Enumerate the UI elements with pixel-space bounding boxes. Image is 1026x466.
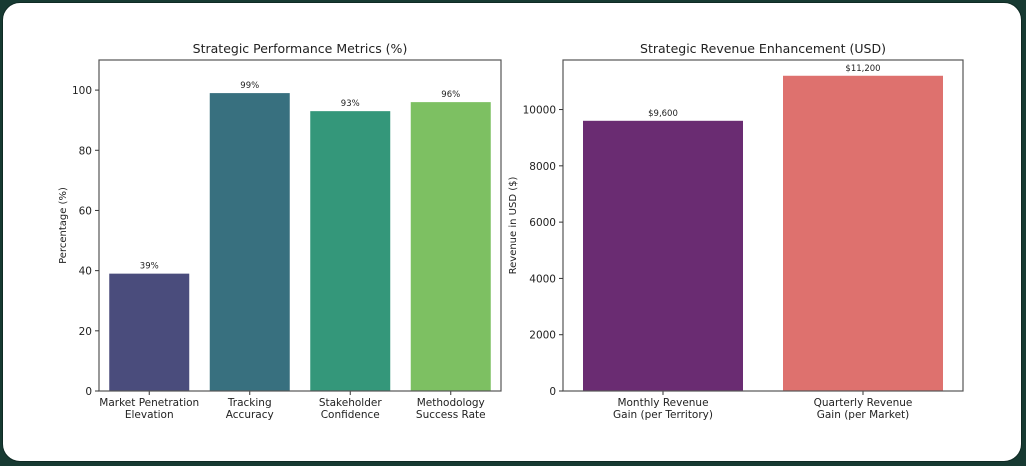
y-tick-label: 40 xyxy=(79,266,92,278)
y-tick-label: 8000 xyxy=(529,161,556,173)
bar xyxy=(783,75,943,391)
y-tick-label: 10000 xyxy=(523,105,556,117)
data-label: $11,200 xyxy=(845,64,880,74)
chart-1: Strategic Performance Metrics (%) 39% Mark… xyxy=(58,41,502,421)
data-label: 39% xyxy=(140,262,159,272)
x-tick-label: Gain (per Territory) xyxy=(613,409,713,421)
chart-title: Strategic Performance Metrics (%) xyxy=(193,41,408,56)
x-tick-label: Success Rate xyxy=(416,409,486,421)
y-tick-label: 60 xyxy=(79,205,92,217)
y-axis-label: Revenue in USD ($) xyxy=(508,177,519,275)
x-tick-label: Confidence xyxy=(321,409,380,421)
y-tick-label: 2000 xyxy=(529,330,556,342)
plot-frame xyxy=(98,59,502,392)
chart-title: Strategic Revenue Enhancement (USD) xyxy=(640,41,886,56)
y-axis-label: Percentage (%) xyxy=(58,187,69,264)
data-label: 99% xyxy=(240,81,259,91)
data-label: 93% xyxy=(341,99,360,109)
x-tick-label: Market Penetration xyxy=(99,397,199,409)
y-tick-label: 6000 xyxy=(529,217,556,229)
bar xyxy=(209,93,290,391)
y-tick-label: 80 xyxy=(79,145,92,157)
x-tick-label: Monthly Revenue xyxy=(617,397,708,409)
plot-frame xyxy=(562,59,964,392)
x-tick-label: Stakeholder xyxy=(319,397,383,409)
x-tick-label: Accuracy xyxy=(226,409,274,421)
x-tick-label: Elevation xyxy=(125,409,174,421)
y-tick-label: 0 xyxy=(549,386,556,398)
chart-2: Strategic Revenue Enhancement (USD) $9,60… xyxy=(508,41,964,421)
bar xyxy=(310,111,391,392)
x-tick-label: Gain (per Market) xyxy=(817,409,910,421)
bar xyxy=(410,102,491,392)
bar xyxy=(583,120,743,391)
bar xyxy=(109,273,190,391)
x-tick-label: Quarterly Revenue xyxy=(814,397,913,409)
x-tick-label: Methodology xyxy=(417,397,485,409)
y-tick-label: 0 xyxy=(85,386,92,398)
x-tick-label: Tracking xyxy=(227,397,272,409)
y-tick-label: 4000 xyxy=(529,273,556,285)
data-label: 96% xyxy=(441,90,460,100)
y-tick-label: 100 xyxy=(72,85,92,97)
y-tick-label: 20 xyxy=(79,326,92,338)
data-label: $9,600 xyxy=(648,109,678,119)
